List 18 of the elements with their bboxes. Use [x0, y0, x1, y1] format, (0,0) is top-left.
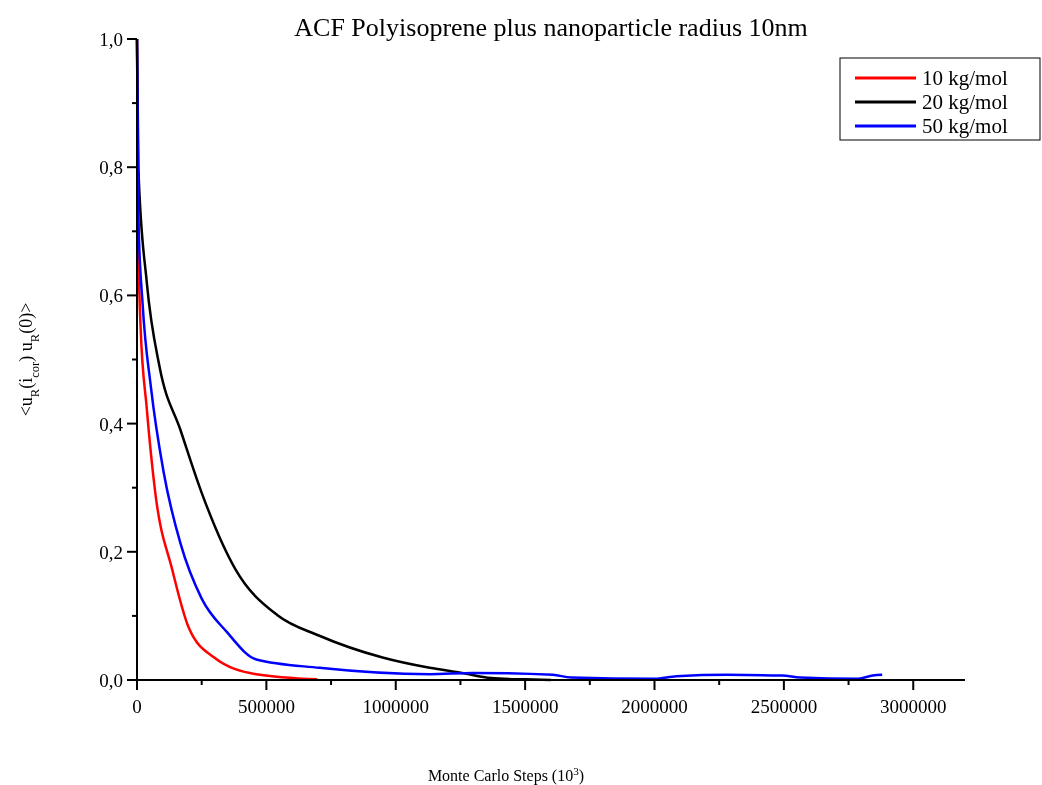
- x-tick-label: 2500000: [750, 696, 818, 717]
- x-tick-label: 500000: [237, 696, 295, 717]
- y-tick-label: 1,0: [99, 29, 123, 50]
- y-tick-label: 0,0: [99, 670, 123, 691]
- y-tick-label: 0,2: [99, 541, 123, 563]
- y-tick-label: 0,6: [99, 285, 123, 307]
- x-axis-title: Monte Carlo Steps (10$^{3}$): [427, 765, 585, 785]
- x-tick-label: 1500000: [491, 696, 559, 717]
- chart-title: ACF Polyisoprene plus nanoparticle radius 10nm: [294, 13, 808, 42]
- y-tick-label: 0,4: [99, 413, 124, 435]
- x-tick-label: 1000000: [362, 696, 429, 717]
- x-tick-label: 0: [132, 696, 142, 717]
- x-tick-label: 2000000: [621, 696, 688, 717]
- legend-label: 20 kg/mol: [922, 90, 1008, 114]
- y-tick-label: 0,8: [99, 157, 123, 179]
- legend-label: 50 kg/mol: [922, 114, 1008, 138]
- legend-label: 10 kg/mol: [922, 66, 1008, 90]
- x-tick-label: 3000000: [880, 696, 947, 717]
